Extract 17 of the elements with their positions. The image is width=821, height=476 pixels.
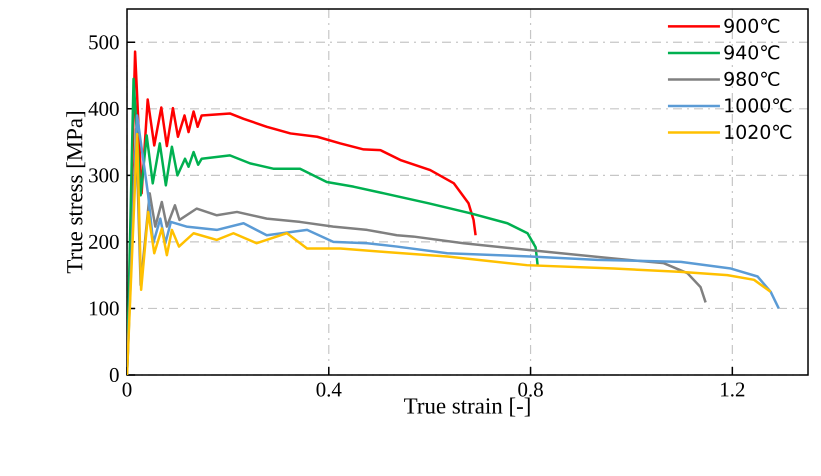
legend-label: 1020℃ (725, 124, 792, 140)
x-tick-label: 1.2 (721, 382, 744, 397)
y-tick-label: 400 (88, 102, 119, 116)
x-tick-label: 0.8 (518, 382, 543, 397)
y-tick-label: 100 (90, 301, 119, 316)
legend-label: 980℃ (724, 72, 780, 86)
x-tick-label: 0.4 (316, 382, 342, 397)
y-tick-label: 300 (89, 168, 119, 182)
y-tick-label: 500 (89, 35, 119, 50)
legend-label: 900℃ (724, 18, 780, 33)
y-tick-label: 200 (89, 234, 119, 249)
x-axis-title: True strain [-] (404, 398, 530, 417)
y-axis-title: True stress [MPa] (66, 112, 86, 274)
legend-label: 940℃ (724, 45, 780, 60)
x-tick-label: 0 (122, 382, 132, 397)
legend-label: 1000℃ (725, 98, 792, 113)
y-tick-label: 0 (110, 368, 119, 382)
